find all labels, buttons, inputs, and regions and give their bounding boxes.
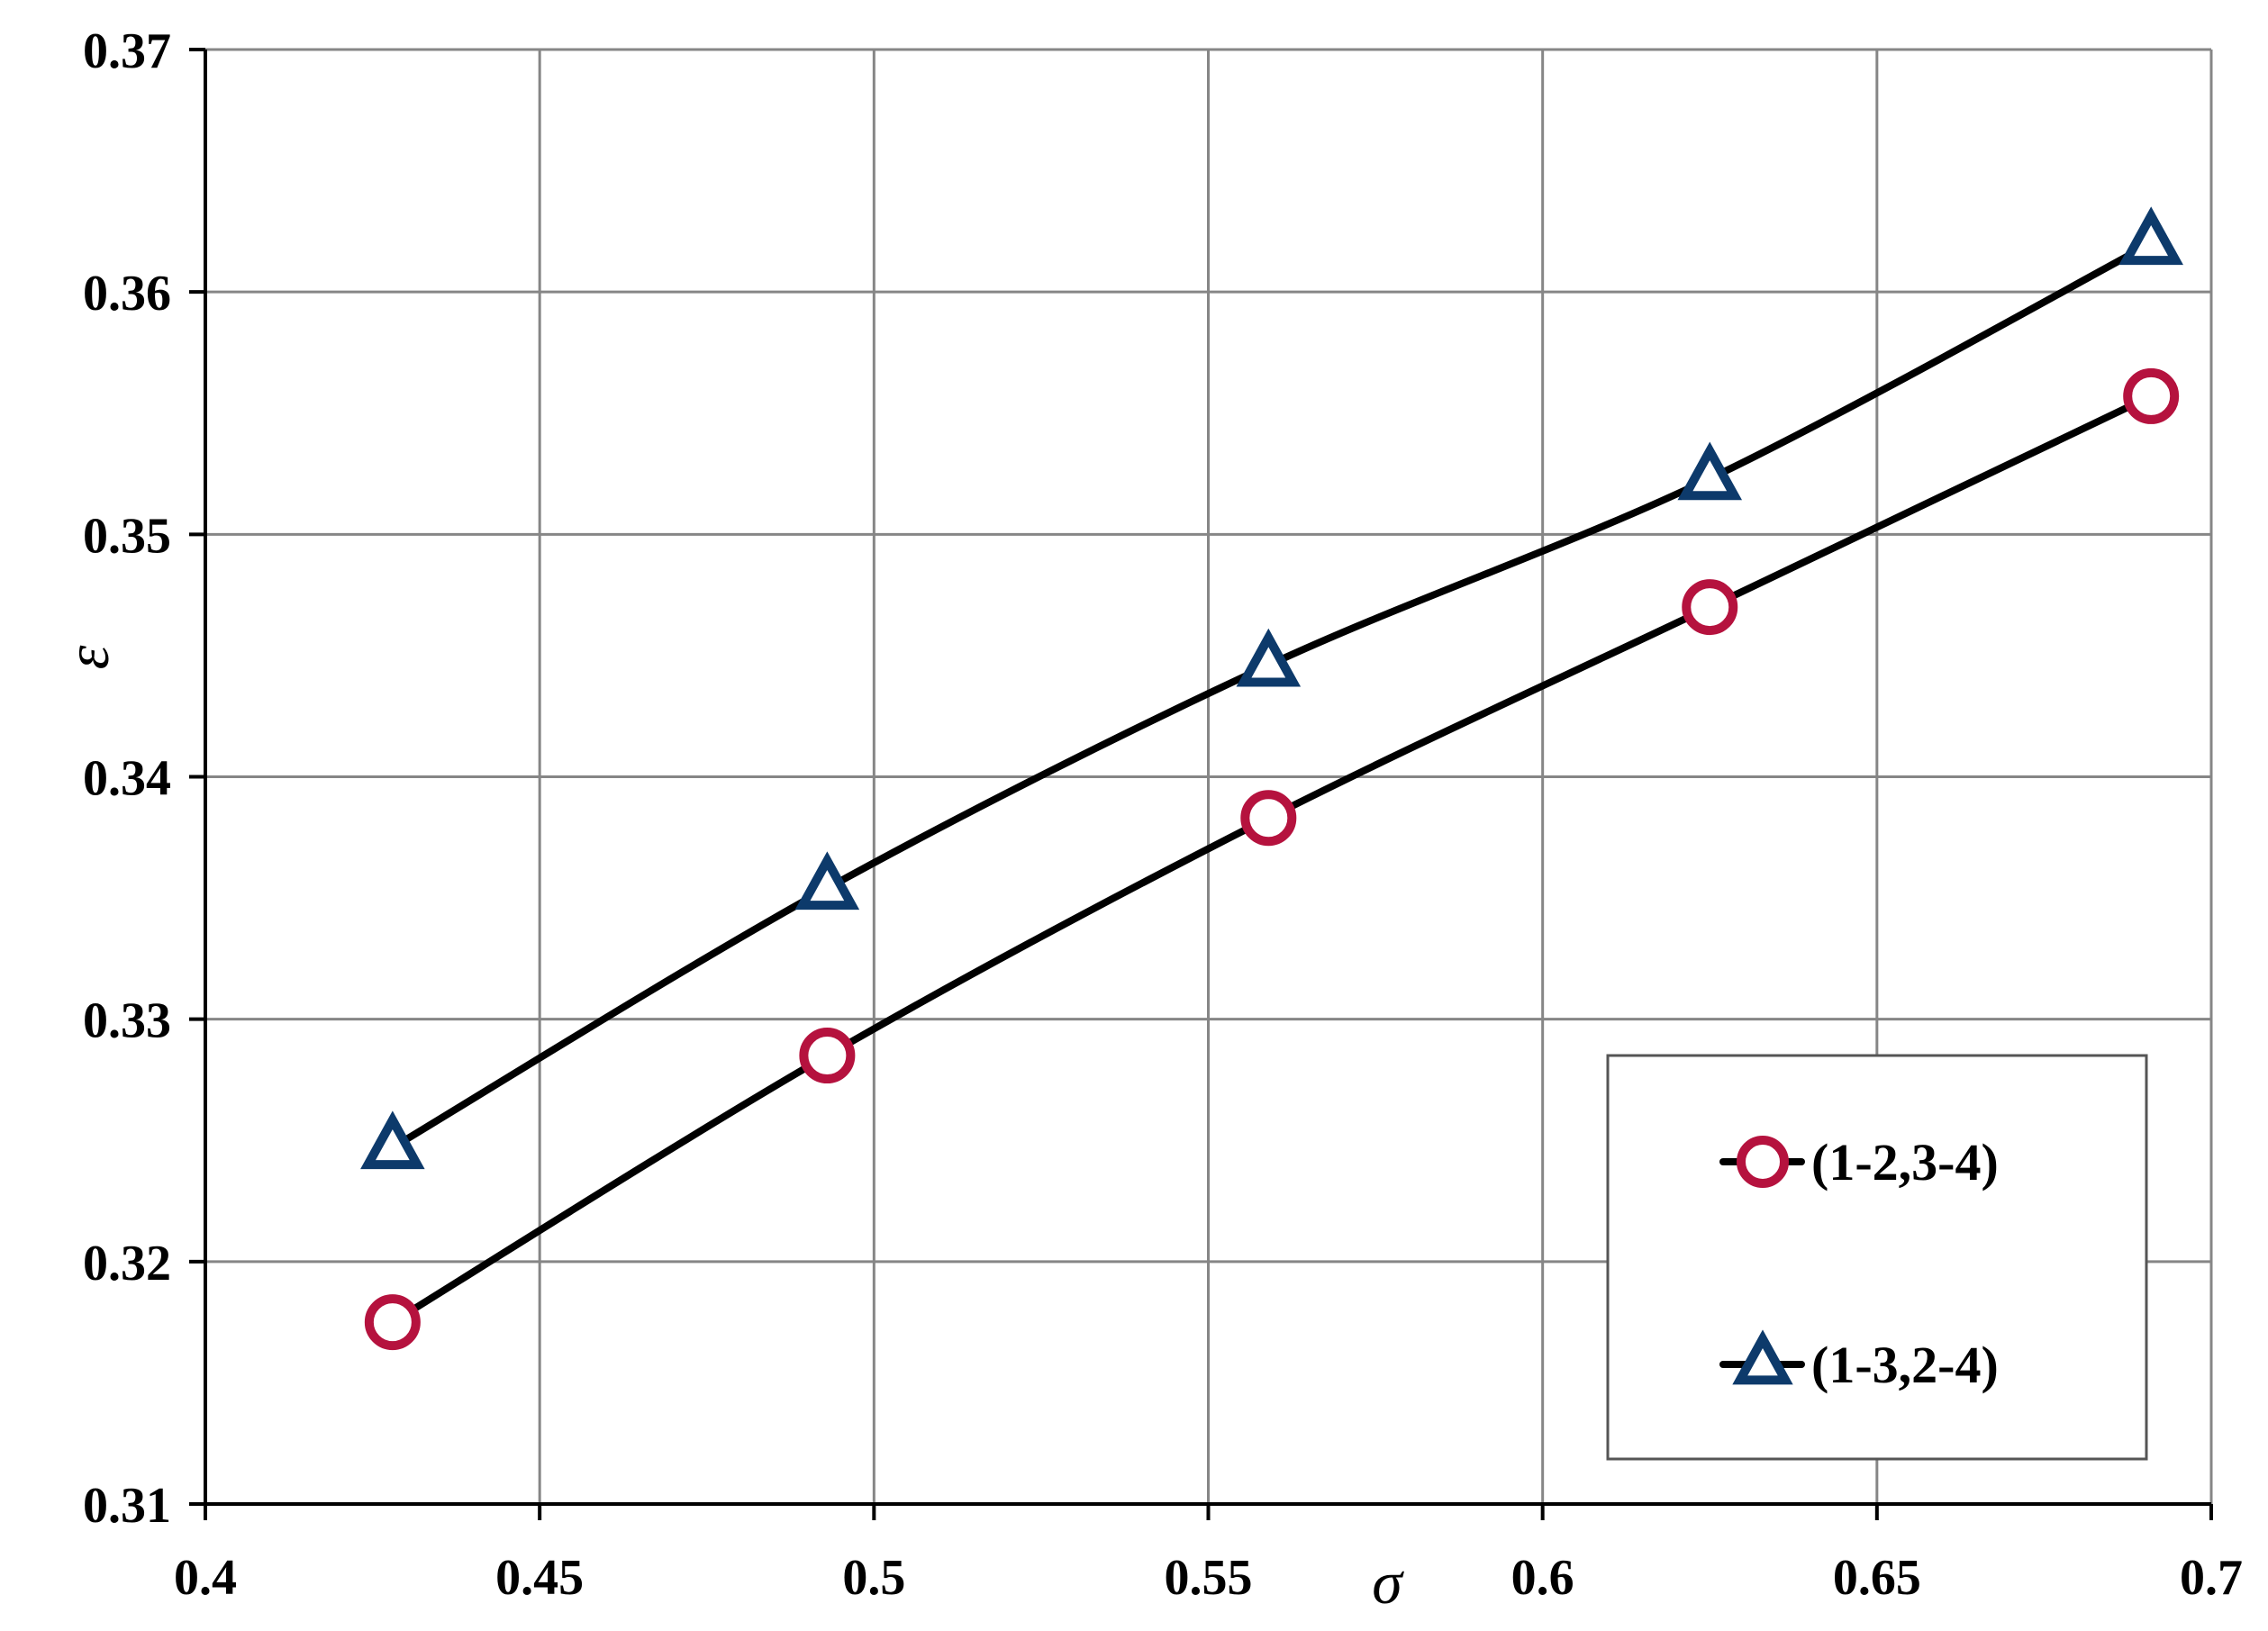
circle-marker [1240,790,1297,847]
x-tick-label: 0.45 [495,1550,584,1606]
legend-box [1606,1054,2148,1461]
triangle-marker [2118,206,2183,266]
circle-marker [1682,579,1738,636]
circle-marker [799,1028,856,1084]
x-tick-label: 0.7 [2180,1550,2243,1606]
triangle-marker [360,1110,425,1170]
y-tick-label: 0.33 [83,993,171,1049]
x-tick-labels: 0.4 0.45 0.5 0.55 0.6 0.65 0.7 [174,1550,2243,1606]
y-tick-label: 0.36 [83,266,171,322]
legend-label-2: (1-3,2-4) [1811,1336,1999,1394]
triangle-marker [1677,441,1743,501]
x-tick-label: 0.5 [842,1550,905,1606]
triangle-marker [1236,628,1302,687]
y-tick-label: 0.31 [83,1478,171,1534]
legend-circle-marker [1737,1136,1789,1188]
legend: (1-2,3-4) (1-3,2-4) [1606,1054,2148,1461]
y-tick-label: 0.35 [83,508,171,564]
y-tick-label: 0.34 [83,751,171,807]
triangle-marker [794,851,860,911]
x-tick-label: 0.65 [1833,1550,1921,1606]
x-axis-label: σ [1372,1548,1404,1617]
axes [189,48,2213,1520]
circle-marker [2123,367,2180,424]
legend-triangle-marker [1732,1329,1793,1385]
x-tick-label: 0.55 [1165,1550,1253,1606]
y-tick-label: 0.32 [83,1236,171,1291]
y-axis-label: ε [53,645,122,669]
x-tick-label: 0.4 [174,1550,237,1606]
x-tick-label: 0.6 [1511,1550,1574,1606]
series-markers [360,206,2183,1351]
circle-marker [364,1294,421,1351]
legend-label-1: (1-2,3-4) [1811,1133,1999,1192]
y-tick-labels: 0.31 0.32 0.33 0.34 0.35 0.36 0.37 [83,23,171,1534]
y-tick-label: 0.37 [83,23,171,79]
